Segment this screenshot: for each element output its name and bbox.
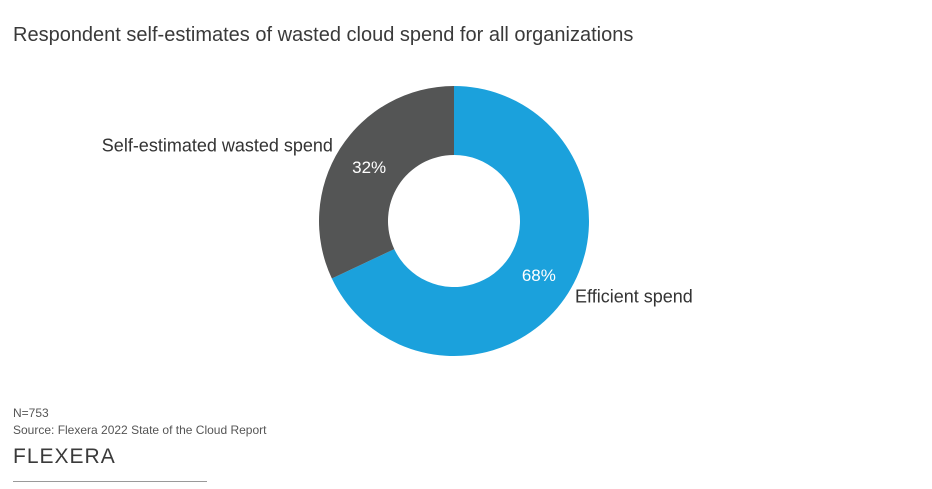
category-label-self-estimated-wasted-spend: Self-estimated wasted spend xyxy=(102,135,333,155)
svg-text:FLEXERA: FLEXERA xyxy=(13,445,116,468)
sample-size-note: N=753 xyxy=(13,406,49,420)
slice-efficient-spend xyxy=(331,86,589,356)
flexera-logo-mark: FLEXERA xyxy=(13,445,116,468)
slice-self-estimated-wasted-spend xyxy=(319,86,454,279)
flexera-logo: FLEXERA xyxy=(13,443,123,475)
footer-divider xyxy=(13,481,207,482)
data-label-self-estimated-wasted-spend: 32% xyxy=(352,158,386,177)
chart-title: Respondent self-estimates of wasted clou… xyxy=(13,24,634,46)
source-note: Source: Flexera 2022 State of the Cloud … xyxy=(13,423,267,437)
data-label-efficient-spend: 68% xyxy=(522,266,556,285)
category-label-efficient-spend: Efficient spend xyxy=(575,287,693,307)
